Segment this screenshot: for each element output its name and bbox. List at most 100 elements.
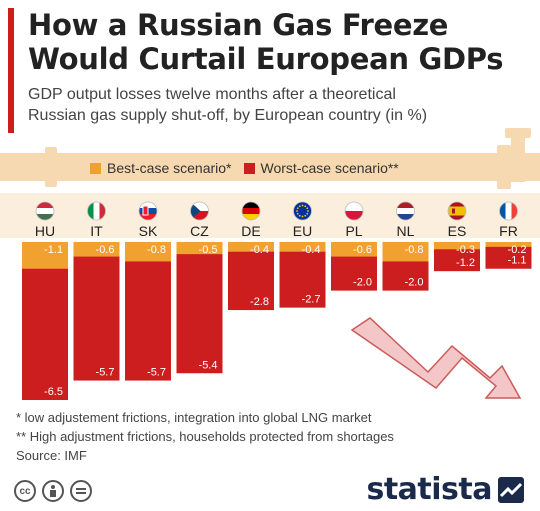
- bar-worst-de: [228, 242, 274, 311]
- no-derivatives-icon[interactable]: [70, 480, 92, 502]
- bar-worst-cz: [176, 242, 223, 374]
- country-label-eu: EU: [293, 223, 312, 239]
- chart-subtitle: GDP output losses twelve months after a …: [28, 84, 528, 126]
- decline-arrow: [350, 317, 522, 399]
- flag-outline: [447, 201, 467, 221]
- title-line-2: Would Curtail European GDPs: [28, 42, 504, 76]
- flag-outline: [138, 201, 158, 221]
- legend-best-swatch: [90, 162, 101, 174]
- footnotes: * low adjustement frictions, integration…: [16, 408, 394, 465]
- legend: Best-case scenario* Worst-case scenario*…: [90, 160, 411, 176]
- chart-canvas: HU IT SK CZ DE EU PL NL ES FR -1.1 -6.5 -0.6 -5.7 -0.…: [0, 128, 540, 400]
- value-label-worst-es: -1.2: [456, 257, 475, 269]
- country-label-nl: NL: [397, 223, 415, 239]
- value-label-best-cz: -0.5: [199, 244, 218, 256]
- eu-flag-icon: [293, 202, 312, 220]
- value-label-best-fr: -0.2: [508, 244, 527, 256]
- italy-flag-icon: [87, 202, 106, 220]
- statista-logo-icon: [498, 476, 524, 503]
- country-label-pl: PL: [345, 223, 362, 239]
- value-label-worst-eu: -2.7: [302, 294, 321, 306]
- legend-best-label: Best-case scenario*: [107, 160, 232, 176]
- flag-outline: [396, 201, 415, 221]
- value-label-best-pl: -0.6: [353, 244, 372, 256]
- value-label-worst-sk: -5.7: [147, 367, 166, 379]
- country-label-cz: CZ: [190, 223, 209, 239]
- chart-title: How a Russian Gas Freeze Would Curtail E…: [28, 8, 533, 76]
- country-labels: HU IT SK CZ DE EU PL NL ES FR: [35, 223, 518, 239]
- bar-worst-sk: [125, 242, 171, 381]
- bar-worst-eu: [279, 242, 326, 308]
- value-label-worst-nl: -2.0: [405, 277, 424, 289]
- source-note: Source: IMF: [16, 448, 87, 463]
- value-label-worst-hu: -6.5: [44, 386, 63, 398]
- bar-best-it: [73, 242, 120, 257]
- bars: -1.1 -6.5 -0.6 -5.7 -0.8 -5.7 -0.5 -5.4 -0.4 -2.8…: [22, 242, 532, 400]
- pipe-cap: [505, 128, 531, 138]
- flag-outline: [87, 201, 106, 221]
- flag-outline: [35, 201, 55, 221]
- value-label-worst-pl: -2.0: [353, 277, 372, 289]
- country-label-es: ES: [448, 223, 467, 239]
- flag-outline: [499, 201, 518, 221]
- legend-worst: Worst-case scenario**: [243, 160, 399, 176]
- decline-arrow-decoration: [350, 317, 522, 399]
- bar-best-eu: [279, 242, 326, 252]
- pipe-joint: [497, 145, 511, 189]
- flag-row: [35, 201, 518, 221]
- subtitle-line-1: GDP output losses twelve months after a …: [28, 86, 396, 103]
- subtitle-line-2: Russian gas supply shut-off, by European…: [28, 107, 428, 124]
- brand[interactable]: statista: [366, 472, 524, 507]
- country-label-fr: FR: [499, 223, 518, 239]
- value-label-best-hu: -1.1: [44, 244, 63, 256]
- value-label-best-de: -0.4: [250, 244, 269, 256]
- value-label-best-eu: -0.4: [302, 244, 321, 256]
- bar-best-pl: [331, 242, 377, 257]
- legend-worst-label: Worst-case scenario**: [260, 160, 399, 176]
- value-label-best-es: -0.3: [456, 244, 475, 256]
- value-label-worst-fr: -1.1: [508, 255, 527, 267]
- poland-flag-icon: [345, 202, 363, 220]
- flag-outline: [241, 201, 261, 221]
- country-label-it: IT: [90, 223, 103, 239]
- gas-pipeline-decoration: [0, 128, 540, 238]
- brand-wordmark: statista: [366, 472, 492, 507]
- attribution-icon[interactable]: [42, 480, 64, 502]
- slovakia-flag-icon: [139, 202, 157, 220]
- bar-worst-it: [73, 242, 120, 381]
- bar-best-de: [228, 242, 274, 252]
- country-label-hu: HU: [35, 223, 55, 239]
- footnote-2: ** High adjustment frictions, households…: [16, 429, 394, 444]
- flag-outline: [344, 201, 364, 221]
- country-label-de: DE: [241, 223, 260, 239]
- czechia-flag-icon: [190, 202, 209, 220]
- value-label-best-it: -0.6: [96, 244, 115, 256]
- hungary-flag-icon: [36, 202, 54, 220]
- value-label-best-sk: -0.8: [147, 244, 166, 256]
- bar-best-cz: [176, 242, 223, 255]
- title-line-1: How a Russian Gas Freeze: [28, 8, 449, 42]
- france-flag-icon: [499, 202, 518, 220]
- title-accent-bar: [8, 8, 14, 133]
- value-label-worst-cz: -5.4: [199, 359, 218, 371]
- country-label-sk: SK: [139, 223, 158, 239]
- footnote-1: * low adjustement frictions, integration…: [16, 410, 372, 425]
- bar-best-hu: [22, 242, 68, 269]
- germany-flag-icon: [242, 202, 260, 220]
- flag-outline: [293, 201, 312, 221]
- bar-best-es: [434, 242, 480, 250]
- value-label-worst-it: -5.7: [96, 367, 115, 379]
- value-label-worst-de: -2.8: [250, 296, 269, 308]
- value-label-best-nl: -0.8: [405, 244, 424, 256]
- cc-icon[interactable]: cc: [14, 480, 36, 502]
- bar-best-fr: [485, 242, 532, 247]
- netherlands-flag-icon: [396, 202, 415, 220]
- spain-flag-icon: [448, 202, 466, 220]
- bar-best-nl: [382, 242, 429, 262]
- legend-best: Best-case scenario*: [90, 160, 232, 176]
- pipe-joint: [45, 147, 57, 187]
- license-icons: cc: [14, 480, 92, 502]
- pipe-riser: [511, 132, 525, 182]
- flag-outline: [190, 201, 209, 221]
- legend-worst-swatch: [243, 162, 255, 174]
